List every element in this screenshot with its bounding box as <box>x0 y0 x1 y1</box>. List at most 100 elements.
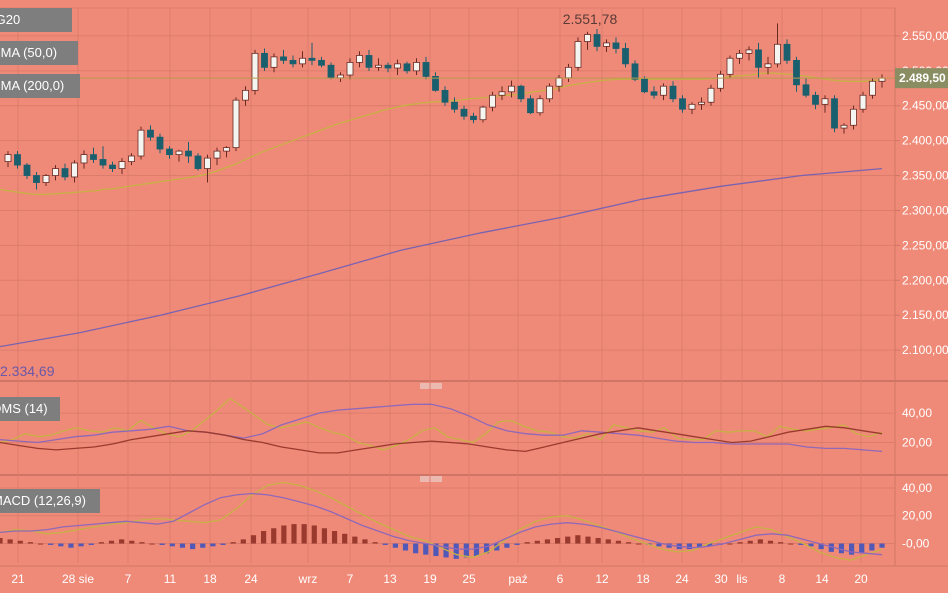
candle-body <box>717 73 724 89</box>
candle-body <box>470 115 477 121</box>
x-tick-label: 20 <box>854 572 868 586</box>
macd-hist-bar <box>798 543 804 545</box>
candle-body <box>147 129 154 138</box>
candle-body <box>479 106 487 121</box>
x-tick-label: 24 <box>675 572 689 586</box>
macd-hist-bar <box>342 533 348 544</box>
candle-body <box>289 59 297 65</box>
y-tick-label: 2.400,00 <box>902 134 948 148</box>
sma50-label[interactable]: SMA (50,0) <box>0 41 78 65</box>
macd-hist-bar <box>808 543 814 547</box>
sma200-label[interactable]: SMA (200,0) <box>0 74 80 98</box>
x-tick-label: 6 <box>557 572 564 586</box>
candle-body <box>850 108 857 126</box>
candle-body <box>375 64 382 68</box>
candle-body <box>337 74 344 79</box>
dms-label[interactable]: DMS (14) <box>0 397 60 421</box>
sma200-line <box>0 167 883 348</box>
candle-body <box>755 49 762 68</box>
candle-body <box>460 108 468 117</box>
y-tick-label: 2.100,00 <box>902 343 948 357</box>
x-tick-label: 25 <box>462 572 476 586</box>
candle-body <box>23 164 31 176</box>
last-price-text: 2.489,50 <box>899 71 946 85</box>
candle-body <box>270 56 278 68</box>
candle-body <box>517 85 525 100</box>
macd-hist-bar <box>240 539 246 544</box>
y-tick-label: 40,00 <box>902 406 932 420</box>
candle-body <box>432 76 439 91</box>
x-tick-label: 19 <box>423 572 437 586</box>
instrument-label[interactable]: IG20 <box>0 8 72 32</box>
x-tick-label: lis <box>736 572 747 586</box>
macd-hist-bar <box>281 525 287 544</box>
macd-hist-bar <box>838 543 845 554</box>
candle-body <box>774 43 781 65</box>
macd-hist-bar <box>625 542 632 544</box>
macd-hist-bar <box>362 539 368 544</box>
x-tick-label: 14 <box>815 572 829 586</box>
candle-body <box>831 98 838 129</box>
macd-hist-bar <box>524 542 530 544</box>
candle-body <box>764 63 772 68</box>
macd-hist-bar <box>382 543 388 545</box>
x-tick-label: 12 <box>595 572 609 586</box>
candle-body <box>707 87 715 103</box>
candle-body <box>80 154 88 164</box>
macd-hist-bar <box>179 543 186 548</box>
macd-hist-bar <box>139 542 145 544</box>
candle-body <box>688 103 696 110</box>
candle-body <box>42 175 50 183</box>
y-tick-label: 2.350,00 <box>902 169 948 183</box>
macd-hist-bar <box>818 543 824 550</box>
macd-hist-bar <box>48 543 54 545</box>
macd-hist-bar <box>372 542 378 544</box>
candle-body <box>128 155 135 162</box>
macd-line <box>0 481 883 561</box>
macd-label[interactable]: MACD (12,26,9) <box>0 489 100 513</box>
candle-body <box>726 57 734 75</box>
macd-hist-bar <box>453 543 459 559</box>
candle-body <box>574 41 582 68</box>
macd-hist-bar <box>828 543 834 552</box>
macd-hist-bar <box>686 543 692 550</box>
macd-hist-bar <box>484 543 490 554</box>
macd-hist-bar <box>605 539 611 544</box>
macd-hist-bar <box>352 536 358 544</box>
macd-hist-bar <box>879 543 885 548</box>
macd-hist-bar <box>119 539 125 544</box>
candle-body <box>603 42 610 47</box>
macd-hist-bar <box>554 537 561 544</box>
macd-hist-bar <box>433 543 439 557</box>
macd-hist-bar <box>473 543 480 557</box>
macd-hist-bar <box>544 539 551 544</box>
candle-body <box>365 55 373 68</box>
adx-line <box>0 425 883 454</box>
macd-hist-bar <box>869 543 875 551</box>
macd-hist-bar <box>696 543 703 548</box>
macd-hist-bar <box>656 543 662 547</box>
candle-body <box>356 55 363 63</box>
candle-body <box>346 62 354 76</box>
macd-hist-bar <box>331 531 338 544</box>
candle-body <box>527 98 534 114</box>
macd-hist-bar <box>250 535 257 544</box>
macd-hist-bar <box>210 543 216 547</box>
macd-hist-bar <box>757 539 763 544</box>
y-tick-label: 2.150,00 <box>902 308 948 322</box>
x-tick-label: 28 sie <box>62 572 94 586</box>
macd-hist-bar <box>159 543 165 545</box>
candle-body <box>546 85 553 100</box>
signal-line <box>0 492 883 556</box>
candle-body <box>318 59 325 66</box>
macd-hist-bar <box>311 525 317 544</box>
x-tick-label: 11 <box>164 572 177 586</box>
macd-hist-bar <box>0 537 3 544</box>
macd-hist-bar <box>27 542 34 544</box>
x-tick-label: 30 <box>714 572 728 586</box>
candle-body <box>584 34 591 42</box>
candle-body <box>204 157 211 169</box>
x-tick-label: 7 <box>125 572 132 586</box>
candle-body <box>394 63 401 69</box>
